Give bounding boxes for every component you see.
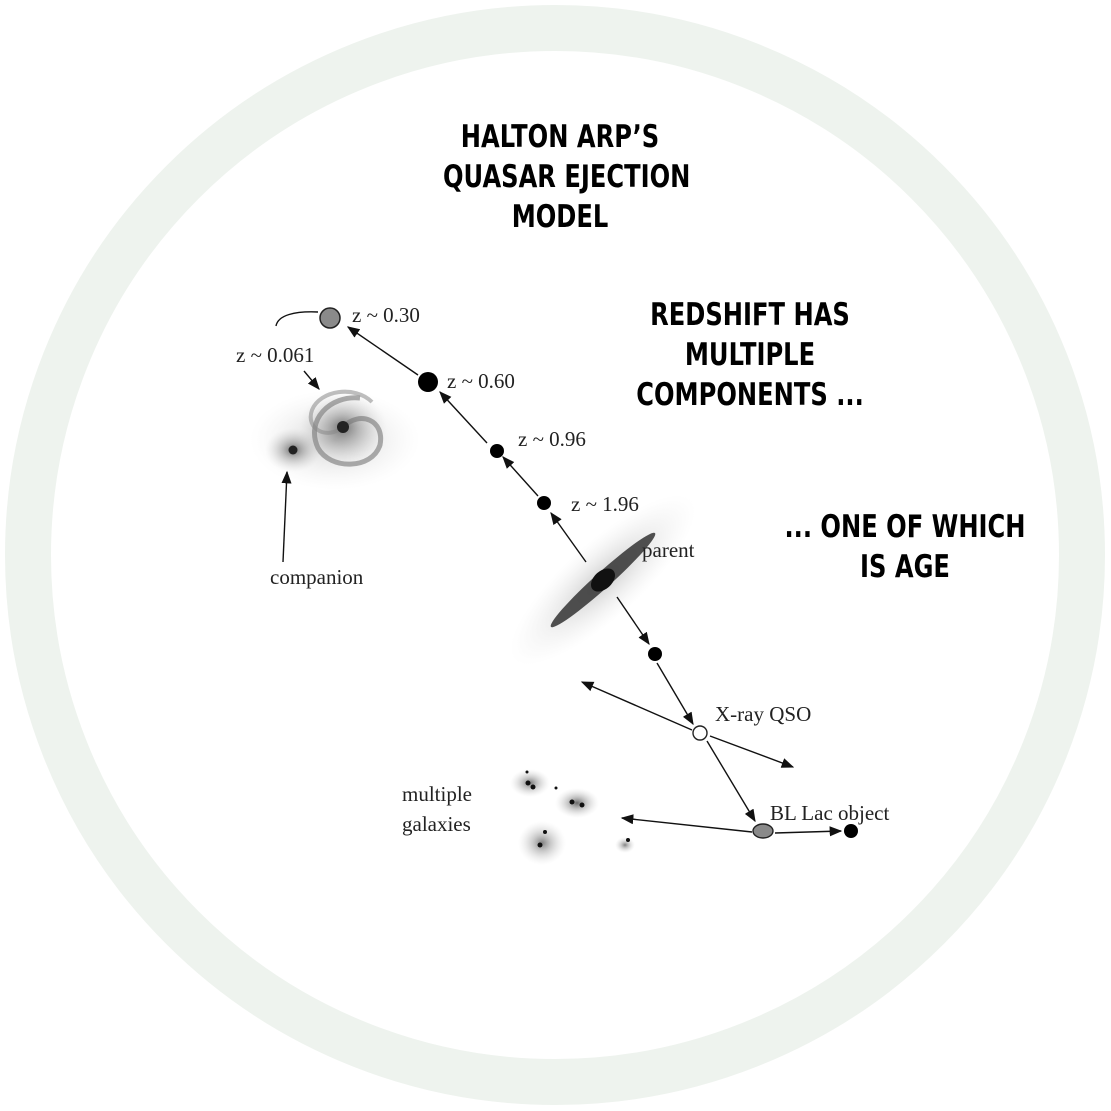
multiple-galaxies-image: [510, 769, 635, 865]
arrow-to-z060: [439, 391, 488, 444]
quasar-z196: [537, 496, 551, 510]
arrow-z0061-pointer: [303, 370, 320, 390]
label-z196: z ~ 1.96: [571, 492, 639, 516]
caption-line: ... ONE OF WHICH: [784, 509, 1026, 545]
label-bllac: BL Lac object: [770, 801, 890, 825]
label-z060: z ~ 0.60: [447, 369, 515, 393]
caption-line: COMPONENTS ...: [636, 377, 864, 413]
arrows: [275, 311, 843, 837]
xray-qso: [692, 725, 708, 741]
label-companion: companion: [270, 565, 364, 589]
caption-line: REDSHIFT HAS: [650, 297, 850, 333]
label-galaxies: galaxies: [402, 812, 471, 836]
arrow-xray-right: [709, 735, 795, 768]
arrow-xray-to-bllac: [706, 740, 756, 823]
arrow-companion: [281, 470, 292, 563]
label-z0061: z ~ 0.061: [236, 343, 314, 367]
title-line: HALTON ARP’S: [460, 119, 660, 155]
bllac-object: [752, 823, 774, 839]
background-ring: [5, 5, 1105, 1105]
final-object: [844, 824, 858, 838]
label-xray-qso: X-ray QSO: [715, 702, 811, 726]
quasar-below-parent: [648, 647, 662, 661]
label-z030: z ~ 0.30: [352, 303, 420, 327]
label-parent: parent: [642, 538, 695, 562]
quasar-z030: [319, 307, 341, 329]
curved-arrow-z030: [275, 311, 319, 327]
title-line: MODEL: [511, 199, 609, 235]
arrow-to-z096: [502, 456, 539, 497]
caption-line: IS AGE: [860, 549, 950, 585]
arrow-bllac-right: [774, 826, 843, 837]
label-multiple: multiple: [402, 782, 472, 806]
caption-line: MULTIPLE: [684, 337, 816, 373]
page-title: HALTON ARP’S QUASAR EJECTION MODEL: [443, 117, 691, 237]
caption-redshift: REDSHIFT HAS MULTIPLE COMPONENTS ...: [633, 295, 867, 415]
title-line: QUASAR EJECTION: [443, 159, 691, 195]
label-z096: z ~ 0.96: [518, 427, 586, 451]
spiral-galaxy-image: [250, 389, 420, 490]
quasar-z060: [418, 372, 438, 392]
caption-age: ... ONE OF WHICH IS AGE: [780, 507, 1030, 587]
quasar-z096: [490, 444, 504, 458]
arrow-bllac-left: [620, 814, 753, 833]
arrow-to-z196: [550, 511, 587, 563]
arrow-dot-to-xray: [656, 662, 694, 726]
arrow-parent-to-dot: [616, 596, 650, 646]
arrow-to-z030: [346, 326, 419, 376]
arrow-xray-left: [580, 681, 693, 731]
parent-galaxy-image: [510, 494, 696, 666]
